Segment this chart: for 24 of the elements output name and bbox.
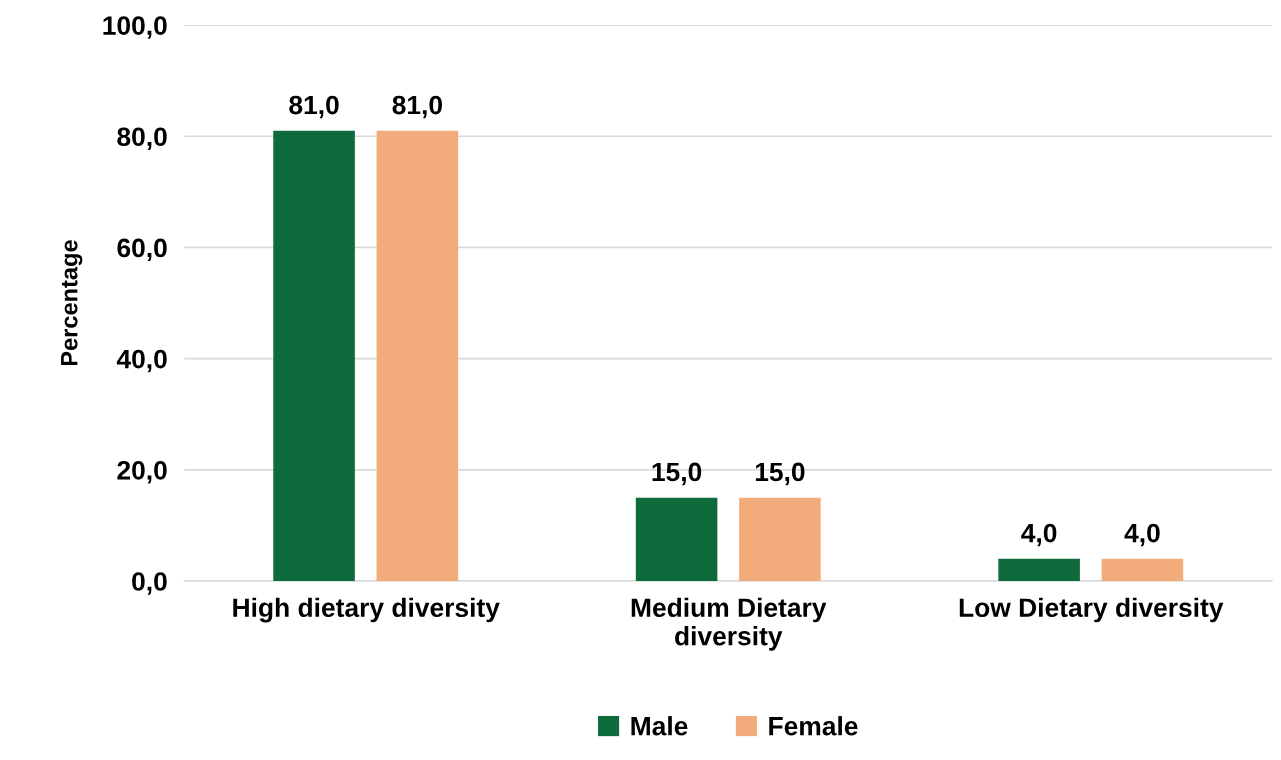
x-tick-label: Low Dietary diversity: [959, 597, 1224, 623]
y-tick-label: 100,0: [103, 16, 167, 39]
y-tick-label: 0,0: [132, 572, 167, 595]
data-label: 4,0: [1021, 523, 1057, 547]
legend-label: Female: [769, 716, 858, 736]
data-label: 15,0: [652, 462, 702, 486]
y-tick-label: 20,0: [117, 460, 167, 484]
data-label: 4,0: [1124, 523, 1160, 547]
y-tick-label: 40,0: [116, 349, 167, 373]
data-label: 15,0: [755, 462, 805, 486]
legend-label: Male: [631, 716, 688, 736]
bar: [998, 558, 1080, 582]
x-tick-label: High dietary diversity: [233, 597, 500, 623]
bar: [376, 130, 459, 582]
bar: [635, 497, 718, 582]
bar: [273, 130, 355, 582]
data-label: 81,0: [392, 95, 442, 119]
bar: [1101, 558, 1184, 582]
data-label: 81,0: [289, 95, 339, 119]
y-tick-label: 60,0: [117, 238, 167, 262]
y-axis-title: Percentage: [61, 240, 83, 366]
x-tick-label: Medium Dietary diversity: [631, 597, 827, 651]
y-tick-label: 80,0: [117, 127, 167, 150]
bar: [739, 497, 821, 582]
